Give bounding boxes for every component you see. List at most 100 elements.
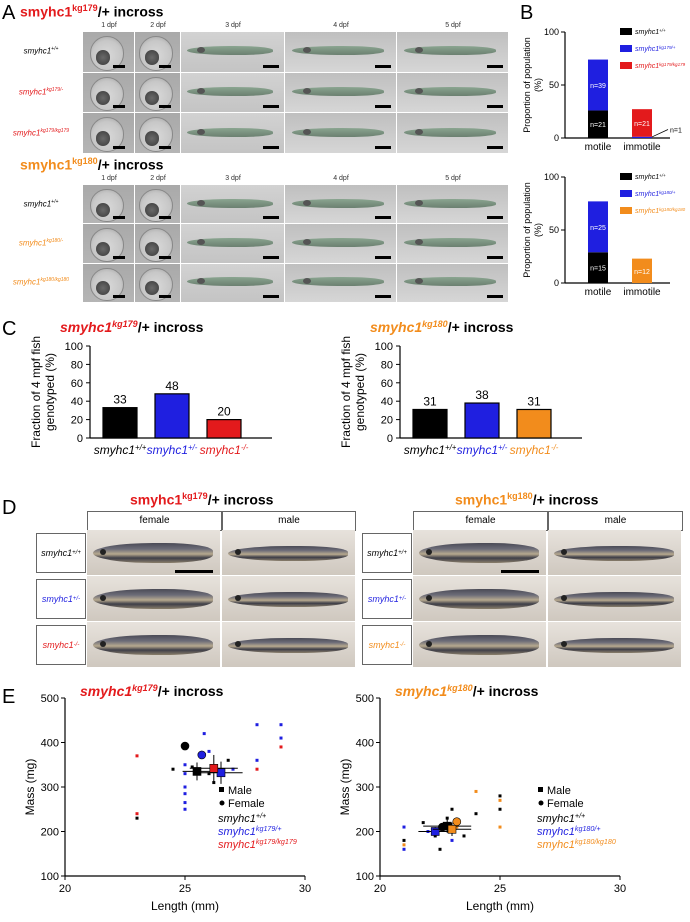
legend-label: smyhc1kg179/+ — [635, 45, 676, 54]
bar — [154, 393, 190, 439]
legend-label: smyhc1kg180/+ — [635, 190, 676, 199]
scale-bar — [375, 255, 391, 259]
larva — [187, 277, 273, 287]
chorion-egg — [139, 228, 173, 262]
legend-genotype-label: smyhc1kg180/kg180 — [537, 838, 616, 851]
mean-marker-male — [192, 767, 202, 776]
panel-d-right-photo-grid: smyhc1 +/+ smyhc1 +/- smyhc1 -/- — [362, 530, 682, 670]
y-tick-label: 300 — [356, 782, 374, 794]
dpf-header: 4 dpf — [333, 175, 349, 182]
dpf-header: 2 dpf — [150, 22, 166, 29]
scale-bar — [113, 64, 125, 68]
embryo-photo — [135, 113, 180, 153]
y-tick-label: 20 — [381, 415, 393, 427]
embryo-photo — [285, 32, 396, 72]
scale-bar — [113, 145, 125, 149]
panel-c-letter: C — [2, 318, 17, 340]
data-point — [421, 821, 425, 825]
x-tick-label: 20 — [374, 883, 386, 895]
embryo-photo — [285, 224, 396, 263]
bar — [516, 408, 552, 439]
data-point — [135, 812, 139, 816]
x-tick-label: motile — [585, 287, 612, 298]
larva-eye — [302, 87, 311, 94]
y-tick-label: 100 — [375, 341, 393, 353]
data-point — [279, 736, 283, 740]
embryo-photo — [181, 185, 284, 224]
mean-marker-male — [209, 764, 219, 773]
panel-a-image-grid-2: 1 dpf 2 dpf 3 dpf 4 dpf 5 dpf — [83, 175, 513, 303]
bar-n-label: n=12 — [634, 269, 650, 276]
embryo-photo — [285, 185, 396, 224]
panel-b-chart-2: Proportion of population (%) 0 50 100 motile n… — [522, 172, 686, 298]
scale-bar — [263, 255, 279, 259]
embryo-photo — [135, 185, 180, 224]
legend-female-label: Female — [547, 798, 584, 810]
genotype-row-label: smyhc1+/+ — [23, 198, 59, 209]
bar — [464, 402, 500, 439]
adult-zebrafish — [419, 543, 539, 563]
data-point — [183, 807, 187, 811]
larva — [403, 237, 496, 247]
chart-title: smyhc1kg180/+ incross — [370, 319, 514, 335]
y-tick-label: 300 — [41, 782, 59, 794]
data-point — [450, 838, 454, 842]
larva — [187, 198, 273, 208]
legend-male-label: Male — [547, 785, 571, 797]
fish-eye — [426, 549, 432, 555]
scale-bar — [113, 294, 125, 298]
data-point — [474, 789, 478, 793]
fish-eye — [235, 595, 241, 601]
larva-eye — [414, 87, 423, 94]
y-axis-unit: (%) — [533, 223, 543, 237]
fish-eye — [561, 641, 567, 647]
adult-zebrafish — [419, 635, 539, 655]
data-point — [402, 843, 406, 847]
embryo-photo — [397, 72, 508, 113]
data-point — [135, 816, 139, 820]
male-fish-photo — [222, 622, 355, 667]
larva-eye — [414, 238, 423, 245]
data-point — [226, 758, 230, 762]
legend-female-marker — [538, 800, 544, 806]
stacked-bar-segment — [588, 59, 608, 111]
x-tick-label: 30 — [614, 883, 626, 895]
larva — [291, 127, 384, 137]
mean-marker-male — [430, 827, 440, 836]
female-fish-photo — [413, 530, 546, 575]
y-tick-label: 400 — [356, 738, 374, 750]
data-point — [171, 767, 175, 771]
legend-swatch — [620, 28, 632, 35]
legend-label: smyhc1+/+ — [635, 28, 666, 37]
y-axis-label: Mass (mg) — [338, 759, 352, 816]
embryo — [96, 241, 111, 256]
panel-a-row-labels-1: smyhc1+/+ smyhc1kg179/- smyhc1kg179/kg179 — [0, 22, 82, 154]
y-tick-label: 0 — [77, 433, 83, 445]
legend-female-label: Female — [228, 798, 265, 810]
panel-c-chart-2: smyhc1kg180/+ incross Fraction of 4 mpf f… — [340, 319, 582, 457]
larva — [187, 237, 273, 247]
data-point — [445, 816, 449, 820]
data-point — [474, 812, 478, 816]
legend-genotype-label: smyhc1+/+ — [537, 812, 585, 825]
panel-a-cross1-title: smyhc1kg179/+ incross — [20, 3, 164, 20]
bar-value-label: 48 — [165, 379, 179, 393]
adult-genotype-label: smyhc1 +/+ — [362, 533, 412, 573]
y-axis-label: genotyped (%) — [43, 353, 57, 431]
embryo-photo — [135, 263, 180, 302]
bar-n-label: n=21 — [590, 122, 606, 129]
larva-eye — [197, 47, 206, 54]
y-tick-label: 200 — [356, 827, 374, 839]
bar-n-label: n=15 — [590, 266, 606, 273]
y-axis-label: Mass (mg) — [23, 759, 37, 816]
legend-genotype-label: smyhc1kg179/kg179 — [218, 838, 297, 851]
scale-bar — [375, 64, 391, 68]
embryo-photo — [181, 224, 284, 263]
embryo-photo — [181, 32, 284, 72]
y-tick-label: 100 — [544, 172, 559, 182]
legend-female-marker — [219, 800, 225, 806]
y-axis-unit: (%) — [533, 78, 543, 92]
y-tick-label: 100 — [65, 341, 83, 353]
dpf-header: 2 dpf — [150, 175, 166, 182]
stacked-bar-segment — [632, 258, 652, 283]
